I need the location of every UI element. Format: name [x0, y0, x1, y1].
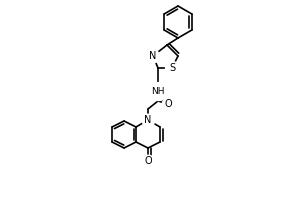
Text: O: O [144, 156, 152, 166]
Text: S: S [169, 63, 175, 73]
Text: O: O [164, 99, 172, 109]
Text: NH: NH [151, 86, 165, 96]
Text: N: N [149, 51, 157, 61]
Text: N: N [144, 115, 152, 125]
